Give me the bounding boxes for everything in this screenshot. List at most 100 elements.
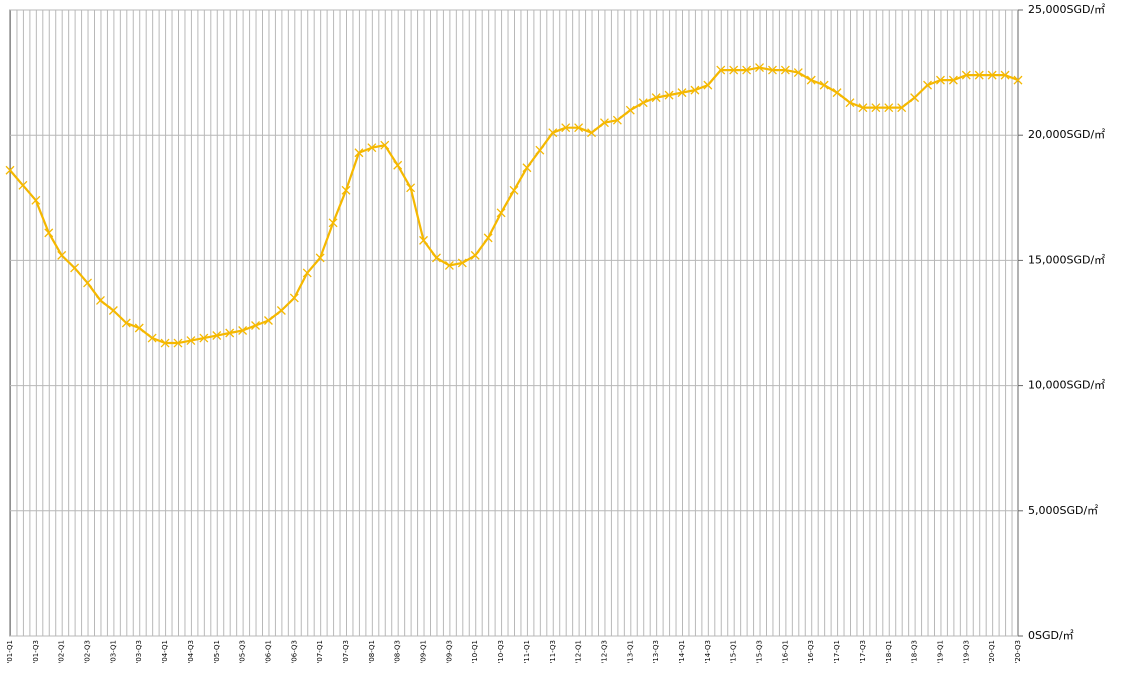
marker	[961, 70, 971, 80]
marker	[134, 323, 144, 333]
marker	[302, 268, 312, 278]
marker	[587, 128, 596, 138]
x-tick-label: '12-Q1	[575, 640, 583, 664]
marker	[470, 250, 480, 260]
marker	[483, 233, 493, 243]
marker	[871, 103, 881, 113]
x-tick-label: '14-Q1	[678, 640, 686, 664]
marker	[1013, 75, 1023, 85]
marker	[108, 306, 118, 315]
y-tick-label: 10,000SGD/㎡	[1028, 379, 1105, 392]
marker	[367, 143, 377, 153]
x-tick-label: '13-Q1	[626, 640, 634, 664]
marker	[742, 65, 752, 75]
x-tick-label: '19-Q3	[962, 640, 970, 664]
marker	[574, 123, 584, 133]
y-tick-label: 15,000SGD/㎡	[1028, 253, 1105, 266]
marker	[457, 258, 467, 268]
x-tick-label: '05-Q1	[213, 640, 221, 664]
marker	[897, 103, 907, 113]
x-tick-label: '08-Q3	[394, 640, 402, 664]
x-tick-label: '07-Q1	[316, 640, 324, 664]
x-tick-label: '18-Q1	[885, 640, 893, 664]
marker	[31, 195, 41, 205]
marker	[535, 145, 545, 155]
y-tick-label: 5,000SGD/㎡	[1028, 504, 1098, 517]
marker	[199, 333, 209, 343]
marker	[522, 163, 532, 173]
x-tick-label: '17-Q3	[859, 640, 867, 664]
marker	[238, 326, 248, 335]
marker	[625, 105, 635, 115]
x-tick-label: '06-Q3	[290, 640, 298, 664]
marker	[884, 103, 894, 113]
x-tick-label: '04-Q1	[161, 640, 169, 664]
marker	[716, 65, 726, 75]
marker	[923, 80, 932, 90]
x-tick-label: '19-Q1	[936, 640, 944, 664]
marker	[948, 75, 958, 85]
marker	[57, 250, 67, 260]
marker	[160, 338, 170, 348]
marker	[858, 103, 868, 113]
marker	[1000, 70, 1010, 80]
marker	[936, 75, 945, 85]
marker	[793, 68, 803, 78]
marker	[186, 336, 196, 345]
marker	[96, 296, 105, 305]
marker	[251, 321, 260, 330]
x-tick-label: '02-Q3	[84, 640, 92, 664]
marker	[638, 98, 648, 108]
vertical-grid	[10, 10, 1018, 636]
marker	[419, 235, 428, 245]
x-tick-label: '11-Q3	[549, 640, 557, 664]
x-tick-label: '12-Q3	[600, 640, 608, 664]
marker	[121, 318, 131, 328]
marker	[509, 185, 519, 195]
marker	[664, 90, 674, 100]
x-tick-label: '16-Q1	[781, 640, 789, 664]
y-tick-label: 25,000SGD/㎡	[1028, 3, 1105, 16]
x-tick-label: '09-Q1	[420, 640, 428, 664]
x-tick-label: '04-Q3	[187, 640, 195, 664]
x-tick-label: '15-Q3	[756, 640, 764, 664]
x-tick-label: '03-Q1	[109, 640, 117, 664]
marker	[496, 208, 506, 218]
marker	[380, 140, 390, 150]
marker	[44, 228, 54, 238]
marker	[612, 115, 622, 125]
x-tick-label: '03-Q3	[135, 640, 143, 664]
marker	[18, 180, 28, 190]
x-tick-label: '09-Q3	[445, 640, 453, 664]
x-tick-label: '01-Q1	[6, 640, 14, 664]
x-tick-label: '06-Q1	[264, 640, 272, 664]
marker	[548, 128, 558, 138]
x-tick-label: '20-Q1	[988, 640, 996, 664]
marker	[755, 63, 764, 73]
y-tick-label: 20,000SGD/㎡	[1028, 128, 1105, 141]
marker	[212, 331, 222, 340]
marker	[910, 93, 920, 103]
x-tick-label: '15-Q1	[730, 640, 738, 664]
marker	[264, 316, 273, 325]
x-tick-label: '05-Q3	[239, 640, 247, 664]
marker	[393, 160, 403, 170]
x-tick-label: '11-Q1	[523, 640, 531, 664]
marker	[987, 70, 997, 80]
marker	[225, 328, 235, 338]
x-tick-label: '02-Q1	[58, 640, 66, 664]
x-tick-label: '07-Q3	[342, 640, 350, 664]
marker	[703, 80, 713, 90]
marker	[651, 93, 661, 103]
marker	[70, 263, 80, 273]
x-tick-label: '01-Q3	[32, 640, 40, 664]
x-tick-label: '10-Q1	[471, 640, 479, 664]
x-tick-label: '16-Q3	[807, 640, 815, 664]
marker	[83, 278, 92, 288]
x-tick-label: '08-Q1	[368, 640, 376, 664]
marker	[173, 338, 183, 348]
x-tick-label: '14-Q3	[704, 640, 712, 664]
marker	[768, 65, 777, 75]
